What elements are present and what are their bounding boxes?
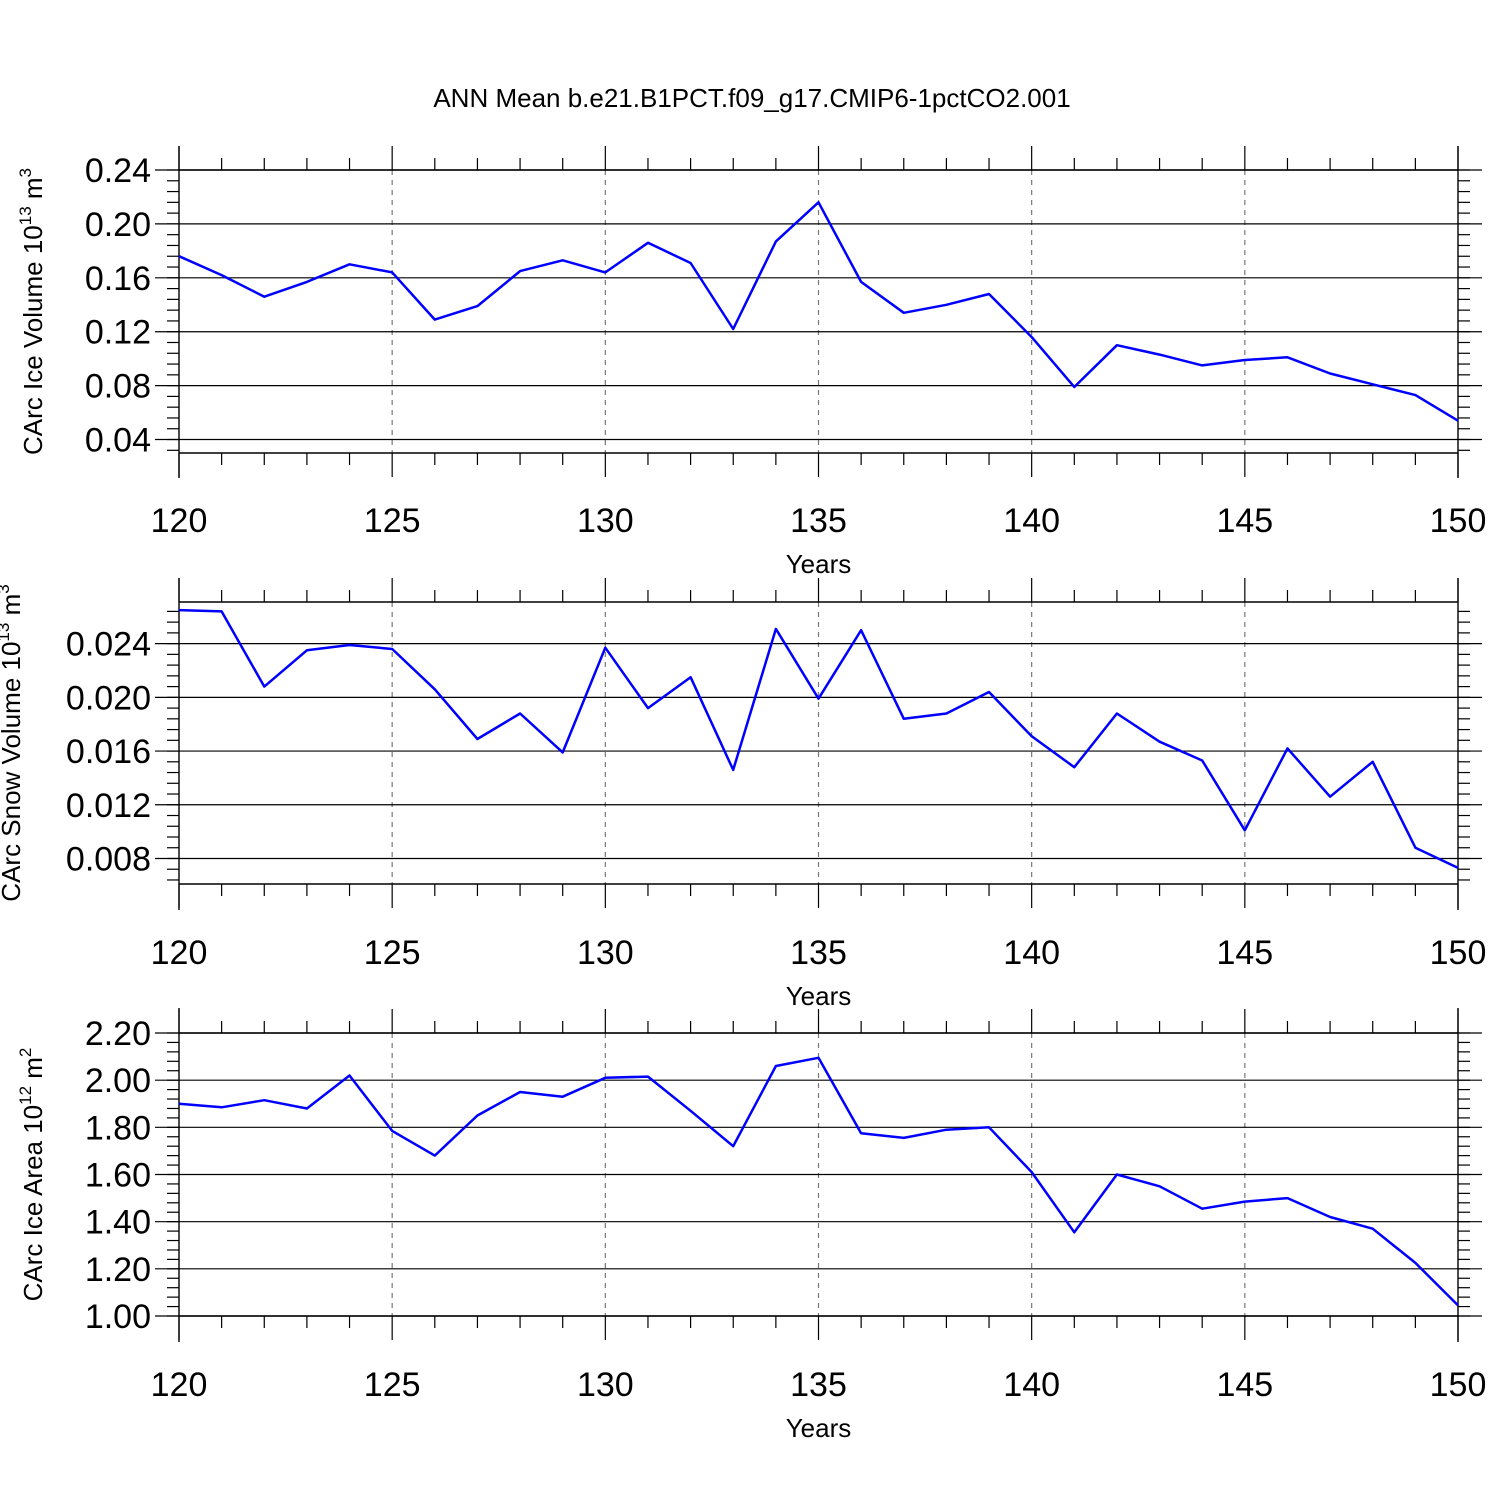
y-tick-label: 1.60 [85,1157,151,1195]
x-tick-label: 145 [1216,934,1273,972]
y-axis-label-unit-exp: 2 [16,1048,35,1057]
x-tick-label: 120 [151,934,208,972]
y-tick-label: 2.20 [85,1015,151,1053]
x-tick-label: 125 [364,934,421,972]
x-tick-label: 130 [577,1366,634,1404]
x-tick-label: 130 [577,502,634,540]
y-tick-label: 0.016 [66,733,151,771]
x-tick-label: 125 [364,502,421,540]
x-tick-label: 150 [1430,502,1487,540]
y-tick-label: 0.04 [85,422,151,460]
x-tick-label: 145 [1216,1366,1273,1404]
y-tick-label: 0.020 [66,679,151,717]
x-axis-label: Years [786,549,852,579]
x-tick-label: 140 [1003,502,1060,540]
figure-title: ANN Mean b.e21.B1PCT.f09_g17.CMIP6-1pctC… [433,83,1070,113]
series-line [178,1056,1459,1307]
series-line [178,608,1459,870]
y-tick-label: 1.80 [85,1109,151,1147]
panel-2: 0.008 0.012 0.016 0.020 0.024 120 125 130 135 140… [0,578,1486,1011]
x-tick-label: 125 [364,1366,421,1404]
y-tick-label: 0.12 [85,314,151,352]
x-tick-label: 120 [151,1366,208,1404]
panel-3: 1.00 1.20 1.40 1.60 1.80 2.00 2.20 120 125 130 135… [16,1008,1486,1443]
y-axis-label-unit: m [18,177,48,206]
y-tick-label: 0.024 [66,626,151,664]
y-axis-label: CArc Ice Area 1012 m2 [16,1048,48,1302]
y-axis-label-unit: m [18,1057,48,1086]
y-axis-label-exp: 13 [0,623,13,642]
y-axis-label-unit: m [0,594,26,623]
x-tick-label: 130 [577,934,634,972]
x-tick-label: 140 [1003,1366,1060,1404]
x-tick-label: 150 [1430,1366,1487,1404]
y-axis-label-text: CArc Ice Volume 10 [18,225,48,455]
y-axis-label-text: CArc Ice Area 10 [18,1105,48,1302]
panel-1: 0.04 0.08 0.12 0.16 0.20 0.24 120 125 130 135 140 1… [16,146,1486,579]
y-tick-label: 0.008 [66,840,151,878]
y-tick-label: 0.24 [85,152,151,190]
y-tick-label: 0.012 [66,787,151,825]
y-axis-label-text: CArc Snow Volume 10 [0,642,26,902]
x-tick-label: 135 [790,1366,847,1404]
y-tick-label: 1.00 [85,1298,151,1336]
x-tick-label: 135 [790,934,847,972]
series-line [178,201,1459,422]
y-tick-label: 0.16 [85,260,151,298]
x-tick-label: 135 [790,502,847,540]
y-axis-label-unit-exp: 3 [0,584,13,593]
y-axis-label-exp: 13 [16,206,35,225]
x-tick-label: 145 [1216,502,1273,540]
x-tick-label: 140 [1003,934,1060,972]
y-axis-label-unit-exp: 3 [16,168,35,177]
y-axis-label: CArc Ice Volume 1013 m3 [16,168,48,455]
y-tick-label: 0.08 [85,368,151,406]
y-tick-label: 1.20 [85,1251,151,1289]
y-tick-label: 1.40 [85,1204,151,1242]
y-axis-label-exp: 12 [16,1086,35,1105]
x-tick-label: 120 [151,502,208,540]
y-tick-label: 2.00 [85,1062,151,1100]
x-tick-label: 150 [1430,934,1487,972]
x-axis-label: Years [786,981,852,1011]
x-axis-label: Years [786,1413,852,1443]
y-axis-label: CArc Snow Volume 1013 m3 [0,584,26,901]
y-tick-label: 0.20 [85,206,151,244]
